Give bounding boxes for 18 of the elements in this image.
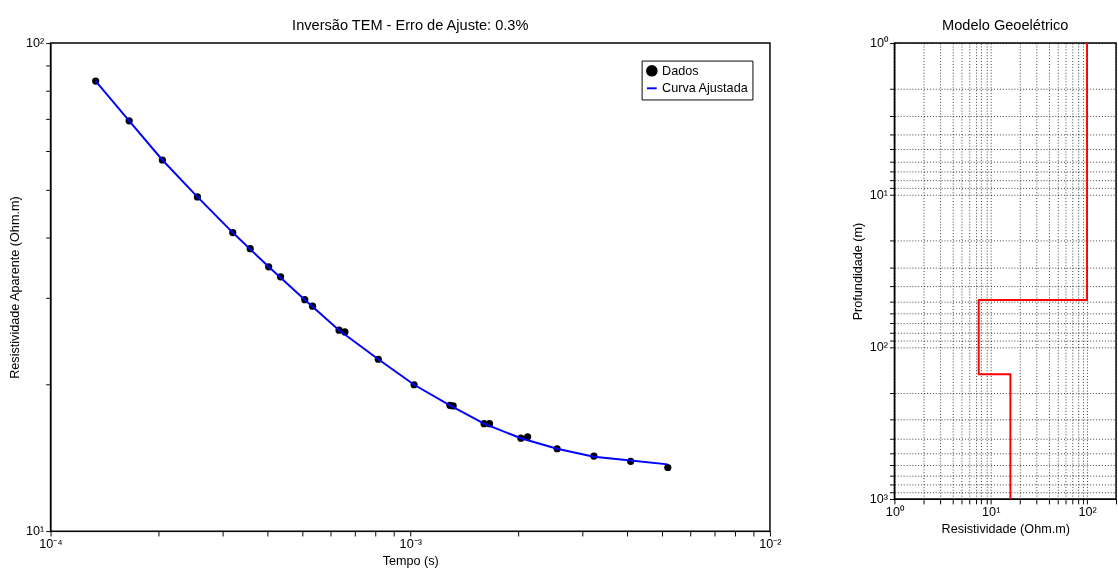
chart-title: Modelo Geoelétrico	[942, 17, 1069, 34]
y-axis-title: Profundidade (m)	[851, 222, 866, 321]
y-tick-label: 10⁰	[870, 36, 890, 51]
y-tick-label: 10³	[869, 492, 889, 507]
x-tick-label: 10¹	[982, 505, 1001, 520]
legend-label: Curva Ajustada	[662, 81, 749, 96]
x-tick-label: 10⁻³	[399, 537, 422, 552]
x-axis-title: Tempo (s)	[382, 553, 439, 568]
x-tick-label: 10⁰	[885, 505, 905, 520]
x-axis-title: Resistividade (Ohm.m)	[941, 521, 1070, 536]
x-tick-label: 10⁻⁴	[39, 537, 63, 552]
x-tick-label: 10⁻²	[759, 537, 782, 552]
chart-title: Inversão TEM - Erro de Ajuste: 0.3%	[292, 17, 529, 34]
y-tick-label: 10¹	[869, 188, 889, 203]
legend-label: Dados	[662, 63, 699, 78]
x-tick-label: 10²	[1078, 505, 1097, 520]
y-axis-title: Resistividade Aparente (Ohm.m)	[8, 196, 23, 379]
y-tick-label: 10²	[869, 340, 889, 355]
